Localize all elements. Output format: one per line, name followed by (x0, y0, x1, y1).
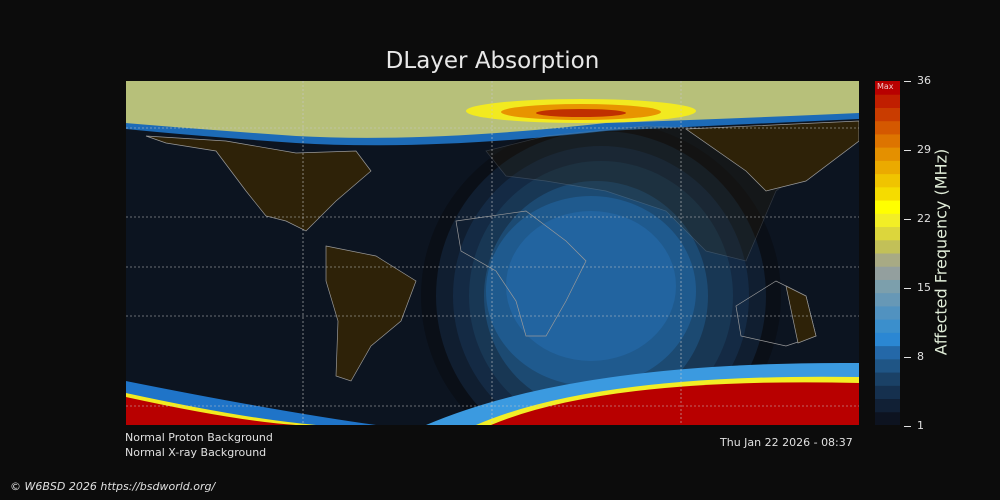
continents (145, 120, 859, 382)
proton-status: Normal Proton Background (125, 431, 273, 444)
colorbar-tick: 1 (904, 420, 924, 431)
copyright-footer: © W6BSD 2026 https://bsdworld.org/ (10, 480, 216, 493)
colorbar (875, 81, 900, 425)
north-america (145, 135, 372, 232)
colorbar-band (875, 385, 900, 400)
graticule (126, 81, 859, 425)
colorbar-band (875, 319, 900, 333)
colorbar-band (875, 411, 900, 425)
colorbar-band (875, 107, 900, 122)
colorbar-tick: 29 (904, 144, 931, 155)
colorbar-band (875, 279, 900, 294)
colorbar-band (875, 120, 900, 135)
colorbar-tick: 36 (904, 75, 931, 86)
colorbar-band (875, 358, 900, 373)
colorbar-band (875, 253, 900, 267)
colorbar-band (875, 372, 900, 386)
australia-night (785, 285, 817, 344)
north-polar-cap (126, 81, 859, 146)
colorbar-band (875, 133, 900, 148)
colorbar-tick: 15 (904, 282, 931, 293)
colorbar-band (875, 94, 900, 108)
colorbar-tick: 8 (904, 351, 924, 362)
colorbar-band (875, 213, 900, 228)
colorbar-band (875, 332, 900, 347)
xray-status: Normal X-ray Background (125, 446, 267, 459)
colorbar-band (875, 266, 900, 280)
colorbar-band (875, 147, 900, 161)
south-america (325, 245, 417, 382)
colorbar-band (875, 305, 900, 320)
colorbar-band (875, 186, 900, 201)
africa (455, 210, 587, 337)
colorbar-max-label: Max (877, 82, 894, 91)
colorbar-band (875, 81, 900, 95)
colorbar-band (875, 200, 900, 214)
colorbar-band (875, 226, 900, 241)
colorbar-band (875, 160, 900, 175)
colorbar-band (875, 398, 900, 413)
south-polar-cap (126, 362, 859, 425)
timestamp: Thu Jan 22 2026 - 08:37 (720, 436, 853, 449)
chart-title: DLayer Absorption (385, 48, 600, 74)
colorbar-band (875, 292, 900, 307)
colorbar-band (875, 239, 900, 254)
absorption-map (126, 81, 859, 425)
east-asia (684, 120, 859, 192)
colorbar-band (875, 345, 900, 360)
sunlit-absorption-zones (421, 121, 781, 425)
colorbar-label: Affected Frequency (MHz) (931, 148, 951, 356)
colorbar-band (875, 173, 900, 188)
colorbar-tick: 22 (904, 213, 931, 224)
